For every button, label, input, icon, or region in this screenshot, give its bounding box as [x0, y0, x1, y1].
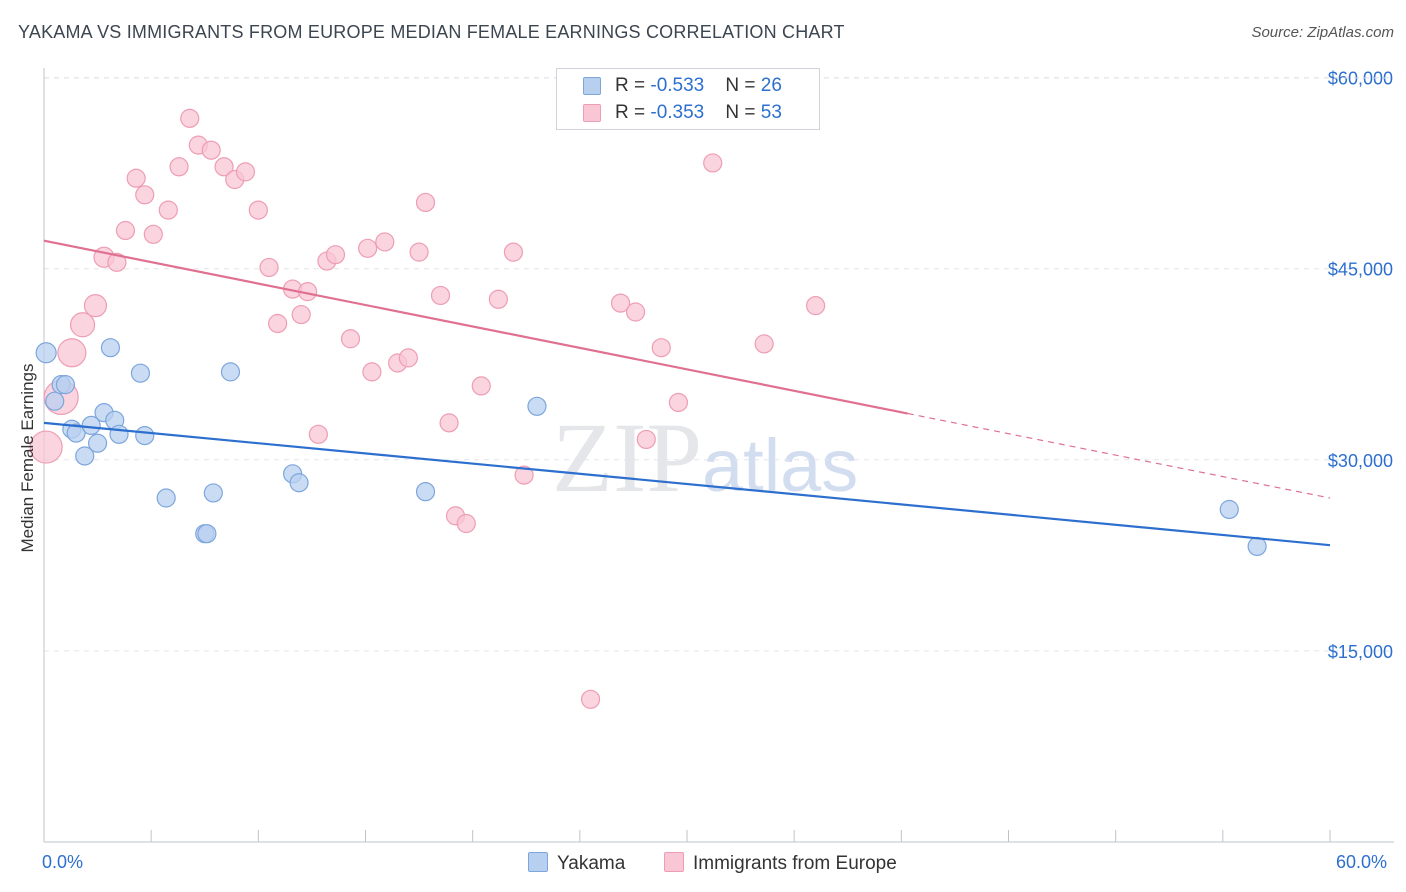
yakama-point	[156, 488, 176, 508]
europe-point	[503, 242, 523, 262]
r-label: R =	[615, 102, 651, 123]
europe-point	[126, 168, 146, 188]
legend-swatch-europe	[664, 852, 684, 872]
legend-item-europe: Immigrants from Europe	[664, 852, 897, 875]
watermark-zip: ZIP	[552, 402, 702, 513]
europe-point	[57, 338, 87, 368]
europe-n-value: 53	[760, 102, 782, 123]
yakama-point	[220, 362, 241, 382]
yakama-point	[109, 424, 129, 444]
watermark: ZIPatlas	[552, 400, 858, 515]
europe-point	[115, 220, 136, 241]
legend-label-europe: Immigrants from Europe	[693, 853, 897, 874]
europe-point	[471, 376, 491, 396]
europe-point	[83, 294, 108, 318]
europe-point	[610, 293, 631, 313]
europe-point	[651, 338, 671, 358]
n-label: N =	[725, 102, 761, 123]
trend-line-europe-projection	[907, 412, 1331, 499]
europe-point	[340, 329, 361, 349]
x-tick-label-max: 60.0%	[1336, 852, 1388, 872]
r-label: R =	[615, 75, 651, 96]
europe-point	[456, 513, 476, 534]
europe-point	[143, 224, 163, 244]
europe-point	[291, 304, 311, 325]
yakama-point	[87, 433, 108, 453]
europe-point	[703, 153, 723, 173]
yakama-point	[100, 338, 121, 358]
yakama-point	[45, 391, 65, 411]
europe-swatch	[583, 104, 601, 122]
n-label: N =	[725, 75, 761, 96]
europe-point	[158, 200, 178, 220]
europe-point	[135, 185, 155, 205]
europe-point	[805, 296, 826, 316]
europe-point	[169, 157, 189, 177]
source-credit: Source: ZipAtlas.com	[1251, 24, 1394, 41]
europe-point	[439, 413, 459, 433]
europe-point	[248, 200, 268, 220]
y-tick-label: $30,000	[1328, 451, 1393, 471]
europe-point	[398, 348, 418, 368]
europe-point	[259, 257, 279, 278]
yakama-point	[289, 473, 309, 493]
europe-point	[636, 429, 656, 450]
europe-point	[754, 334, 774, 354]
yakama-n-value: 26	[760, 75, 782, 96]
europe-point	[214, 157, 234, 177]
europe-point	[362, 362, 382, 382]
yakama-point	[35, 342, 57, 364]
yakama-point	[197, 524, 217, 544]
europe-point	[514, 465, 534, 485]
europe-r-value: -0.353	[650, 102, 705, 123]
europe-point	[625, 302, 646, 322]
europe-point	[308, 424, 328, 444]
yakama-point	[66, 423, 86, 443]
trend-line-europe	[43, 239, 908, 415]
yakama-swatch	[583, 77, 601, 95]
europe-point	[430, 285, 451, 306]
chart-title: YAKAMA VS IMMIGRANTS FROM EUROPE MEDIAN …	[18, 22, 845, 42]
yakama-point	[415, 482, 436, 502]
yakama-point	[1219, 499, 1239, 520]
y-tick-label: $45,000	[1328, 260, 1393, 280]
europe-point	[235, 162, 256, 182]
europe-point	[325, 245, 346, 265]
yakama-point	[75, 446, 95, 466]
legend-item-yakama: Yakama	[528, 852, 625, 875]
europe-point	[375, 232, 395, 252]
yakama-point	[527, 396, 547, 416]
europe-point	[201, 140, 221, 160]
y-axis-label: Median Female Earnings	[18, 363, 37, 553]
europe-point	[580, 689, 601, 709]
europe-point	[409, 242, 429, 262]
legend-swatch-yakama	[528, 852, 548, 872]
europe-point	[488, 289, 508, 309]
europe-point	[358, 238, 378, 258]
y-tick-label: $15,000	[1328, 642, 1393, 662]
yakama-point	[55, 375, 76, 395]
europe-point	[29, 430, 63, 464]
europe-point	[107, 252, 127, 272]
europe-point	[69, 312, 96, 338]
y-tick-label: $60,000	[1328, 69, 1393, 89]
europe-point	[668, 392, 689, 413]
yakama-point	[1247, 536, 1267, 557]
europe-point	[415, 192, 436, 213]
yakama-point	[130, 363, 151, 383]
yakama-point	[135, 425, 155, 446]
stats-legend: R = -0.533 N = 26 R = -0.353 N = 53	[556, 68, 820, 130]
trend-line-yakama	[43, 421, 1331, 547]
yakama-r-value: -0.533	[650, 75, 705, 96]
europe-point	[180, 108, 200, 128]
yakama-point	[203, 483, 223, 503]
legend-label-yakama: Yakama	[557, 853, 626, 874]
europe-point	[268, 313, 288, 334]
x-tick-label-min: 0.0%	[42, 852, 84, 872]
